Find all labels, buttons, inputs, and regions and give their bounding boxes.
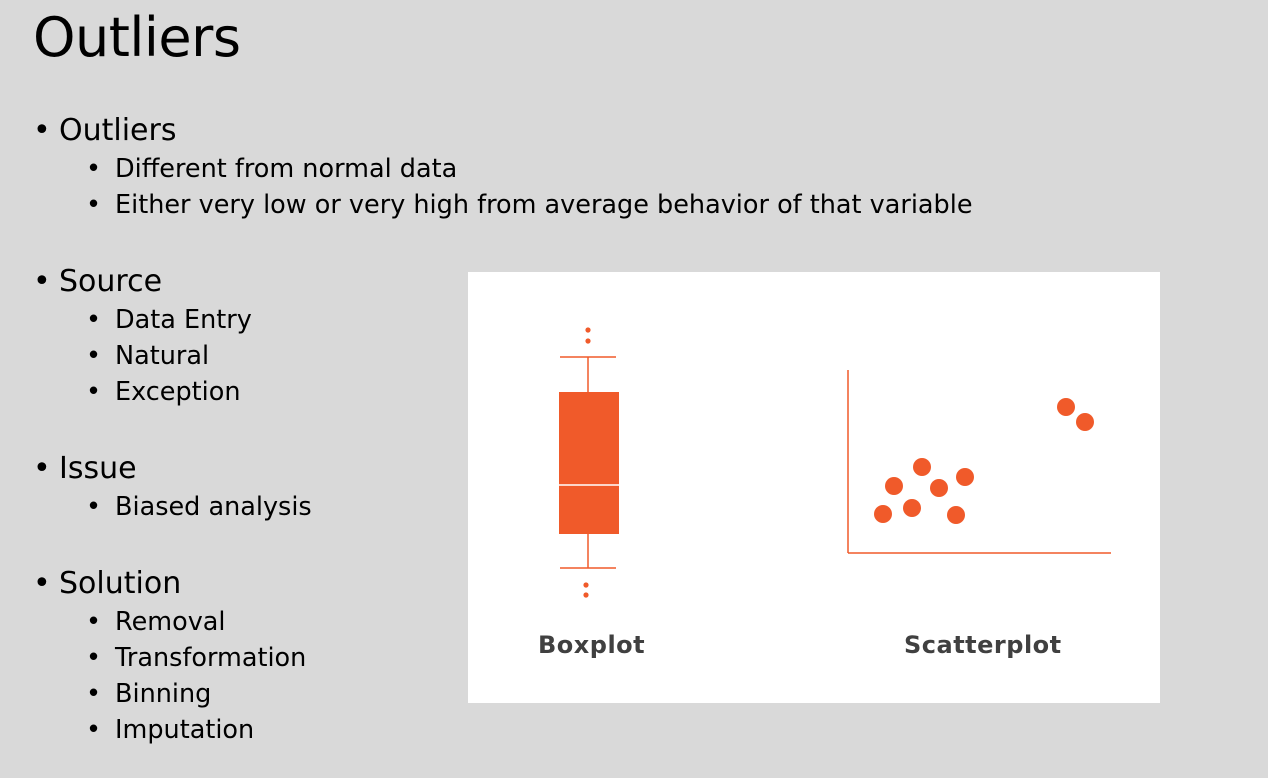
bullet-label: Outliers bbox=[59, 113, 177, 148]
scatter-point bbox=[930, 479, 948, 497]
scatter-point bbox=[903, 499, 921, 517]
bullet-dot-icon: • bbox=[86, 377, 102, 407]
scatter-outlier-point bbox=[1057, 398, 1075, 416]
bullet-dot-icon: • bbox=[33, 451, 51, 486]
scatter-outlier-point bbox=[1076, 413, 1094, 431]
scatterplot-caption: Scatterplot bbox=[904, 631, 1062, 659]
bullet-dot-icon: • bbox=[86, 643, 102, 673]
boxplot-graphic bbox=[559, 327, 619, 598]
bullet-dot-icon: • bbox=[86, 190, 102, 220]
bullet-dot-icon: • bbox=[33, 264, 51, 299]
scatter-point bbox=[947, 506, 965, 524]
sub-bullet-label: Imputation bbox=[115, 715, 255, 745]
boxplot-caption: Boxplot bbox=[538, 631, 646, 659]
sub-bullet-label: Transformation bbox=[115, 643, 307, 673]
boxplot-outlier-point bbox=[585, 327, 591, 333]
bullet-dot-icon: • bbox=[86, 305, 102, 335]
bullet-dot-icon: • bbox=[86, 492, 102, 522]
scatterplot-graphic bbox=[847, 370, 1111, 554]
bullet-dot-icon: • bbox=[86, 154, 102, 184]
scatter-point bbox=[913, 458, 931, 476]
boxplot-outlier-point bbox=[583, 592, 589, 598]
boxplot-outlier-point bbox=[585, 338, 591, 344]
bullet-label: Solution bbox=[59, 566, 182, 601]
sub-bullet-label: Removal bbox=[115, 607, 226, 637]
outlier-illustration: Boxplot Scatterplot bbox=[468, 272, 1160, 703]
sub-bullet-label: Either very low or very high from averag… bbox=[115, 190, 973, 220]
bullet-label: Source bbox=[59, 264, 163, 299]
boxplot-box bbox=[559, 392, 619, 534]
sub-bullet-label: Natural bbox=[115, 341, 210, 371]
bullet-dot-icon: • bbox=[86, 715, 102, 745]
scatter-point bbox=[885, 477, 903, 495]
scatter-point bbox=[874, 505, 892, 523]
outlier-illustration-svg bbox=[559, 327, 1111, 598]
bullet-dot-icon: • bbox=[86, 341, 102, 371]
slide-title: Outliers bbox=[33, 6, 241, 69]
sub-bullet-label: Different from normal data bbox=[115, 154, 458, 184]
bullet-dot-icon: • bbox=[33, 566, 51, 601]
bullet-dot-icon: • bbox=[86, 679, 102, 709]
bullet-dot-icon: • bbox=[86, 607, 102, 637]
sub-bullet-label: Data Entry bbox=[115, 305, 252, 335]
bullet-dot-icon: • bbox=[33, 113, 51, 148]
sub-bullet-label: Biased analysis bbox=[115, 492, 312, 522]
bullet-label: Issue bbox=[59, 451, 137, 486]
sub-bullet-label: Binning bbox=[115, 679, 212, 709]
sub-bullet-label: Exception bbox=[115, 377, 241, 407]
boxplot-outlier-point bbox=[583, 582, 589, 588]
scatter-point bbox=[956, 468, 974, 486]
